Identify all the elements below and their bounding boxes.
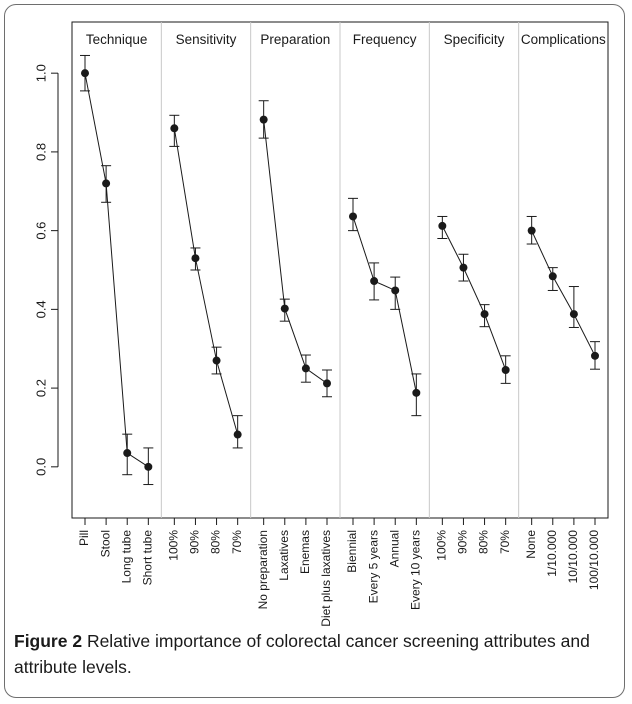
- x-tick-label: None: [524, 530, 538, 559]
- x-tick-label: No preparation: [256, 530, 270, 609]
- data-point: [144, 462, 153, 471]
- y-tick-label: 0.6: [33, 222, 48, 240]
- data-point: [233, 430, 242, 439]
- data-point: [123, 449, 132, 458]
- data-point: [480, 310, 489, 319]
- figure-frame: [4, 4, 625, 698]
- x-tick-label: 1/10.000: [545, 530, 559, 577]
- data-point: [212, 356, 221, 365]
- data-point: [548, 272, 557, 281]
- series-line: [84, 73, 149, 468]
- y-tick-label: 0.8: [33, 143, 48, 161]
- data-point: [459, 263, 468, 272]
- x-tick-label: Every 5 years: [366, 530, 380, 603]
- x-tick-label: Biennial: [345, 530, 359, 573]
- series-line: [531, 230, 596, 357]
- data-point: [102, 179, 111, 188]
- x-tick-label: 100/10.000: [587, 530, 601, 590]
- data-point: [191, 254, 200, 263]
- figure-caption-text: Relative importance of colorectal cancer…: [14, 631, 590, 677]
- series-line: [173, 128, 239, 435]
- data-point: [501, 365, 510, 374]
- series-line: [352, 216, 417, 393]
- data-point: [412, 388, 421, 397]
- x-tick-label: Annual: [387, 530, 401, 567]
- x-tick-label: 100%: [167, 530, 181, 561]
- data-point: [349, 212, 357, 221]
- data-point: [81, 69, 89, 78]
- data-point: [391, 286, 400, 295]
- x-tick-label: 90%: [188, 530, 202, 554]
- panel-title: Complications: [521, 32, 606, 47]
- x-tick-label: Long tube: [119, 530, 133, 584]
- data-point: [370, 277, 379, 286]
- panel-title: Sensitivity: [176, 32, 237, 47]
- x-tick-label: Stool: [98, 530, 112, 557]
- x-tick-label: Pill: [77, 530, 91, 546]
- y-tick-label: 0.0: [33, 458, 48, 476]
- data-point: [323, 379, 331, 388]
- panel-title: Specificity: [444, 32, 505, 47]
- x-tick-label: 70%: [498, 530, 512, 554]
- y-tick-label: 1.0: [33, 64, 48, 82]
- data-point: [591, 351, 599, 360]
- x-tick-label: 90%: [456, 530, 470, 554]
- x-tick-label: Every 10 years: [409, 530, 423, 610]
- x-tick-label: 80%: [477, 530, 491, 554]
- data-point: [280, 304, 289, 313]
- data-point: [259, 115, 268, 124]
- data-point: [170, 124, 179, 133]
- x-tick-label: 70%: [230, 530, 244, 554]
- data-point: [527, 226, 536, 235]
- data-point: [438, 221, 447, 230]
- chart: 0.0 0.2 0.4 0.6 0.8 1.0 Technique Pill Stool Long…: [33, 21, 609, 627]
- x-tick-label: 100%: [435, 530, 449, 561]
- panel-title: Preparation: [260, 32, 330, 47]
- x-tick-label: 10/10.000: [566, 530, 580, 584]
- x-tick-label: Enemas: [298, 530, 312, 574]
- data-point: [569, 310, 578, 319]
- series-line: [441, 225, 507, 371]
- figure-label: Figure 2: [14, 631, 83, 651]
- data-point: [301, 364, 310, 373]
- y-tick-label: 0.4: [33, 300, 48, 318]
- x-tick-label: Short tube: [141, 530, 155, 586]
- x-tick-label: Diet plus laxatives: [319, 530, 333, 627]
- x-tick-label: 80%: [209, 530, 223, 554]
- x-tick-label: Laxatives: [277, 530, 291, 581]
- series-line: [263, 119, 328, 384]
- figure-caption: Figure 2 Relative importance of colorect…: [14, 628, 614, 680]
- y-tick-label: 0.2: [33, 379, 48, 397]
- panel-title: Frequency: [353, 32, 417, 47]
- panel-title: Technique: [86, 32, 148, 47]
